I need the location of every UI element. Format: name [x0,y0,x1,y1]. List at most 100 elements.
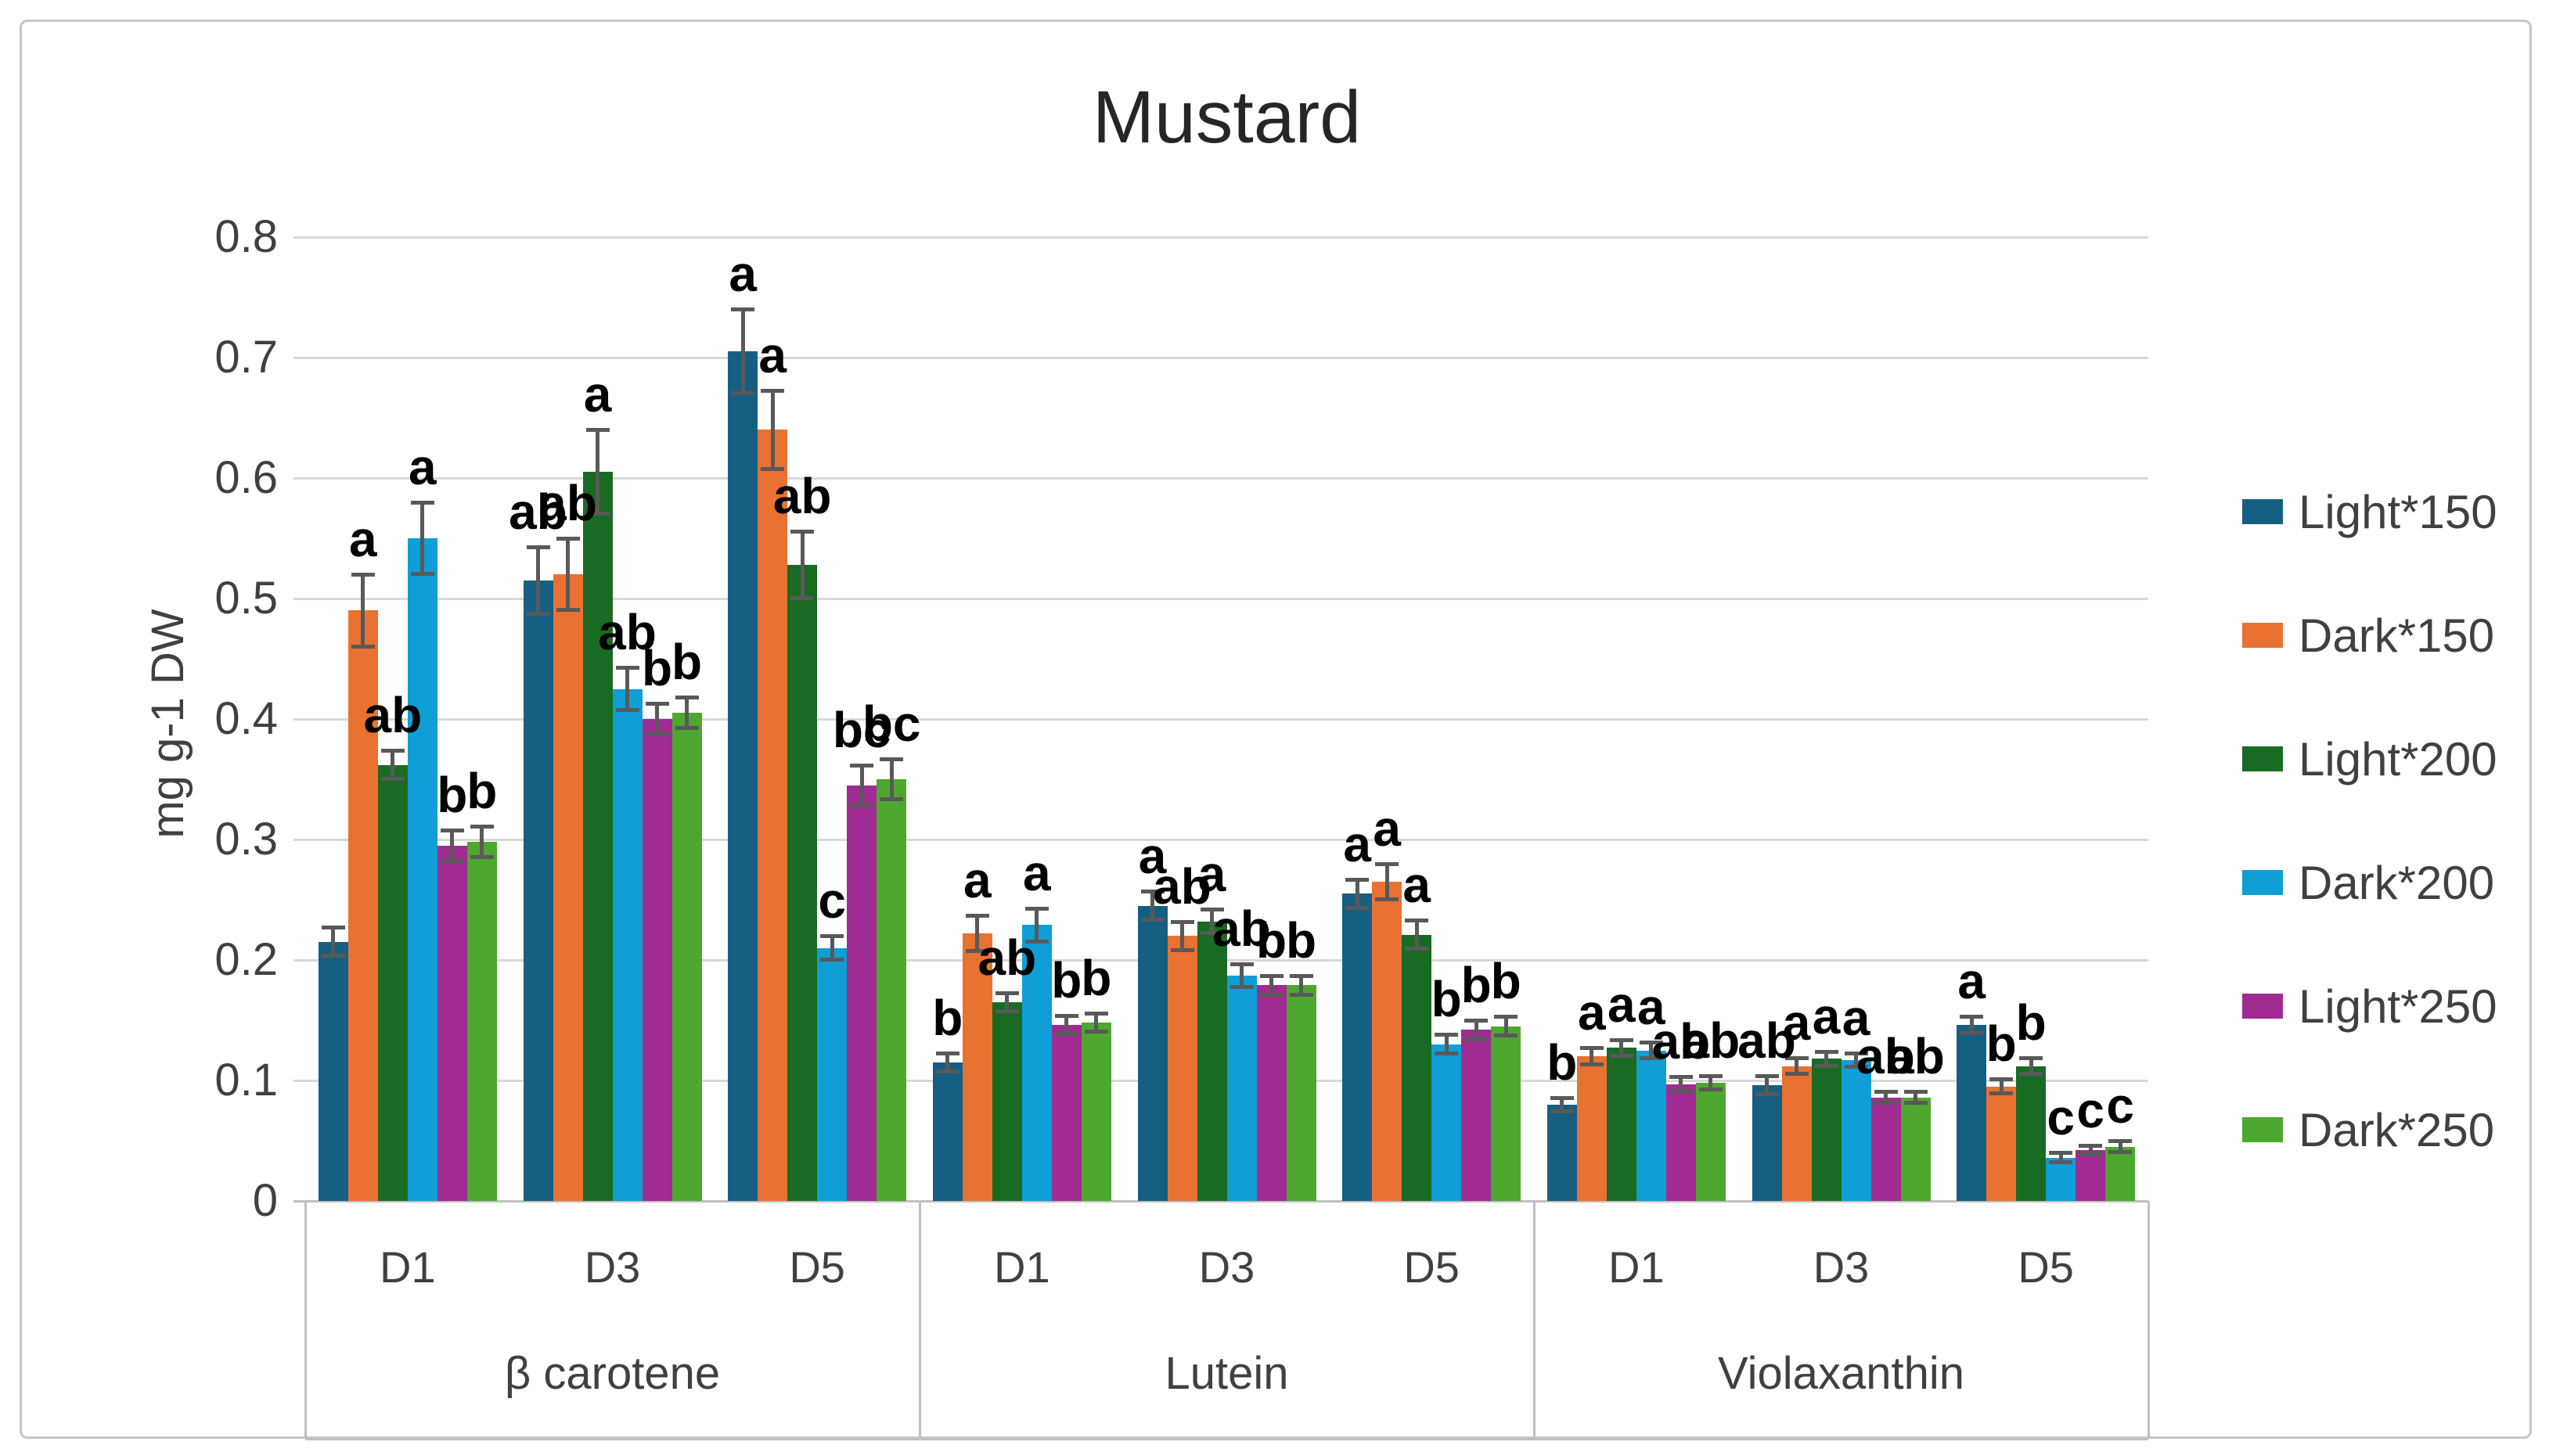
error-bar [859,764,864,806]
error-bar [420,502,425,575]
bar [1372,881,1402,1201]
error-bar [1269,976,1273,995]
bar [962,933,992,1201]
bar [318,941,348,1201]
error-bar-cap [1960,1030,1984,1035]
bar [2105,1146,2136,1201]
error-bar-cap [1698,1073,1723,1078]
y-tick-label: 0.7 [214,332,278,383]
error-bar [361,574,365,647]
error-bar [770,390,775,470]
error-bar [1969,1016,1974,1034]
bar [1431,1044,1462,1201]
error-bar [2029,1057,2033,1075]
legend-swatch [2242,746,2283,771]
error-bar [2058,1152,2063,1163]
bar [1986,1086,2017,1201]
error-bar-cap [1874,1101,1898,1105]
error-bar-cap [1609,1037,1633,1042]
error-bar-cap [1200,908,1224,912]
error-bar-cap [1755,1092,1779,1097]
legend-label: Light*250 [2299,980,2497,1033]
significance-letter: b [2015,994,2047,1051]
significance-letter: a [1957,953,1986,1010]
bar [347,610,378,1201]
error-bar [596,430,599,515]
significance-letter: ab [598,603,657,660]
error-bar [1590,1048,1594,1065]
y-tick-label: 0.2 [214,934,278,985]
error-bar-cap [1435,1052,1459,1056]
error-bar-cap [1814,1050,1838,1055]
significance-letter: a [1138,828,1167,885]
significance-letter: a [1637,978,1665,1035]
bar [787,564,818,1201]
legend-item: Dark*250 [2242,1106,2540,1155]
bar [2016,1066,2047,1201]
error-bar-cap [1903,1089,1928,1094]
error-bar-cap [1140,918,1165,922]
error-bar-cap [615,708,639,713]
axis-divider [2148,1201,2150,1438]
error-bar-cap [1814,1063,1838,1068]
error-bar-cap [1229,962,1254,966]
legend-label: Light*200 [2299,733,2497,786]
bar [523,580,553,1201]
error-bar [480,826,484,858]
error-bar [1884,1091,1888,1104]
error-bar [1914,1091,1917,1104]
error-bar-cap [1200,931,1224,936]
bar [407,538,437,1201]
bar [1695,1083,1726,1201]
error-bar [1474,1020,1478,1040]
error-bar-cap [1494,1034,1518,1038]
error-bar-cap [321,954,345,958]
significance-letter: b [932,989,963,1046]
error-bar [1005,992,1010,1012]
error-bar [655,703,659,735]
error-bar-cap [1375,861,1399,866]
error-bar-cap [1140,890,1165,894]
error-bar [1824,1052,1828,1066]
error-bar [2088,1145,2093,1156]
significance-letter: a [1343,815,1371,872]
significance-letter: bc [862,695,921,752]
error-bar [1560,1097,1564,1113]
error-bar-cap [880,797,904,802]
error-bar-cap [1170,947,1194,952]
error-bar-cap [1054,1013,1078,1018]
significance-letter: ab [1886,1027,1945,1084]
error-bar-cap [2019,1072,2043,1077]
bar [612,688,643,1201]
error-bar-cap [1494,1015,1518,1019]
error-bar-cap [731,307,755,312]
significance-letter: a [758,326,787,383]
bar [582,472,613,1201]
bar [1752,1085,1782,1201]
bar [2076,1150,2106,1201]
error-bar-cap [850,803,874,807]
gridline [293,357,2148,359]
legend-swatch [2242,499,2283,524]
bar [992,1001,1022,1201]
error-bar-cap [1229,985,1254,990]
significance-letter: ab [1212,900,1271,957]
y-tick-label: 0.8 [214,211,278,262]
error-bar [566,538,570,611]
bar [1841,1059,1871,1201]
significance-letter: ab [509,483,567,540]
significance-letter: a [1782,994,1811,1051]
error-bar-cap [321,926,345,930]
error-bar [1503,1016,1508,1036]
error-bar-cap [556,608,580,613]
error-bar-cap [1960,1015,1984,1019]
legend-swatch [2242,1117,2283,1142]
error-bar-cap [1024,906,1049,911]
error-bar [391,750,395,779]
bar [553,574,583,1201]
significance-letter: ab [1651,1013,1711,1070]
error-bar-cap [1170,919,1194,924]
bar [1167,936,1197,1201]
error-bar-cap [790,529,815,534]
legend: Light*150 Dark*150 Light*200 Dark*200 Light*… [2242,469,2540,1189]
